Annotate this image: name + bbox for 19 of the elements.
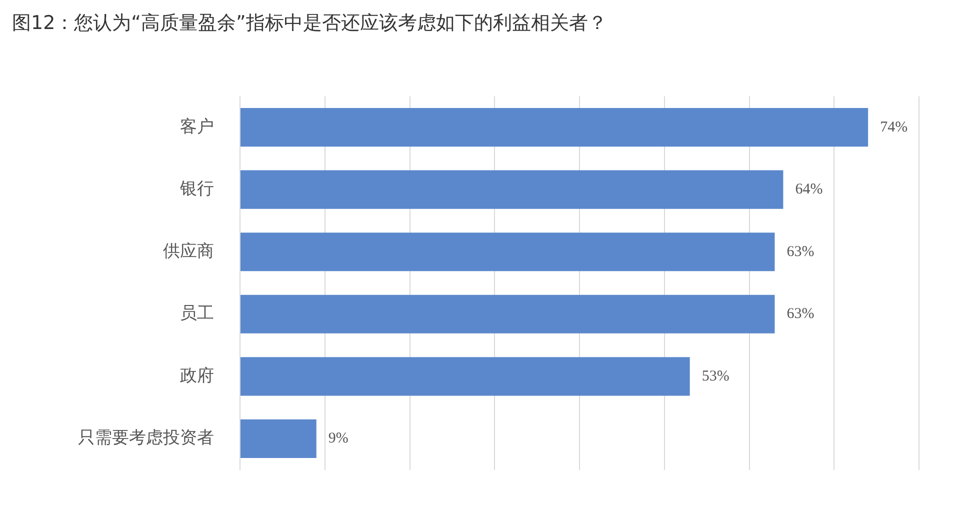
y-tick-label: 银行 (179, 179, 214, 200)
bar (240, 108, 868, 147)
bar (240, 419, 316, 458)
y-tick-label: 员工 (180, 304, 214, 324)
bar (240, 232, 775, 272)
data-label: 74% (880, 119, 908, 136)
bar (240, 294, 775, 334)
data-label: 64% (795, 182, 823, 198)
y-tick-label: 政府 (180, 366, 214, 386)
y-tick-label: 只需要考虑投资者 (78, 428, 214, 448)
chart-title: 图12：您认为“高质量盈余”指标中是否还应该考虑如下的利益相关者？ (12, 11, 607, 36)
bar (240, 170, 784, 209)
data-label: 53% (702, 368, 730, 384)
y-tick-label: 客户 (180, 116, 214, 137)
data-label: 63% (786, 244, 814, 260)
bar (240, 357, 690, 396)
y-tick-label: 供应商 (163, 241, 214, 262)
data-label: 63% (786, 306, 814, 322)
data-label: 9% (328, 430, 348, 447)
